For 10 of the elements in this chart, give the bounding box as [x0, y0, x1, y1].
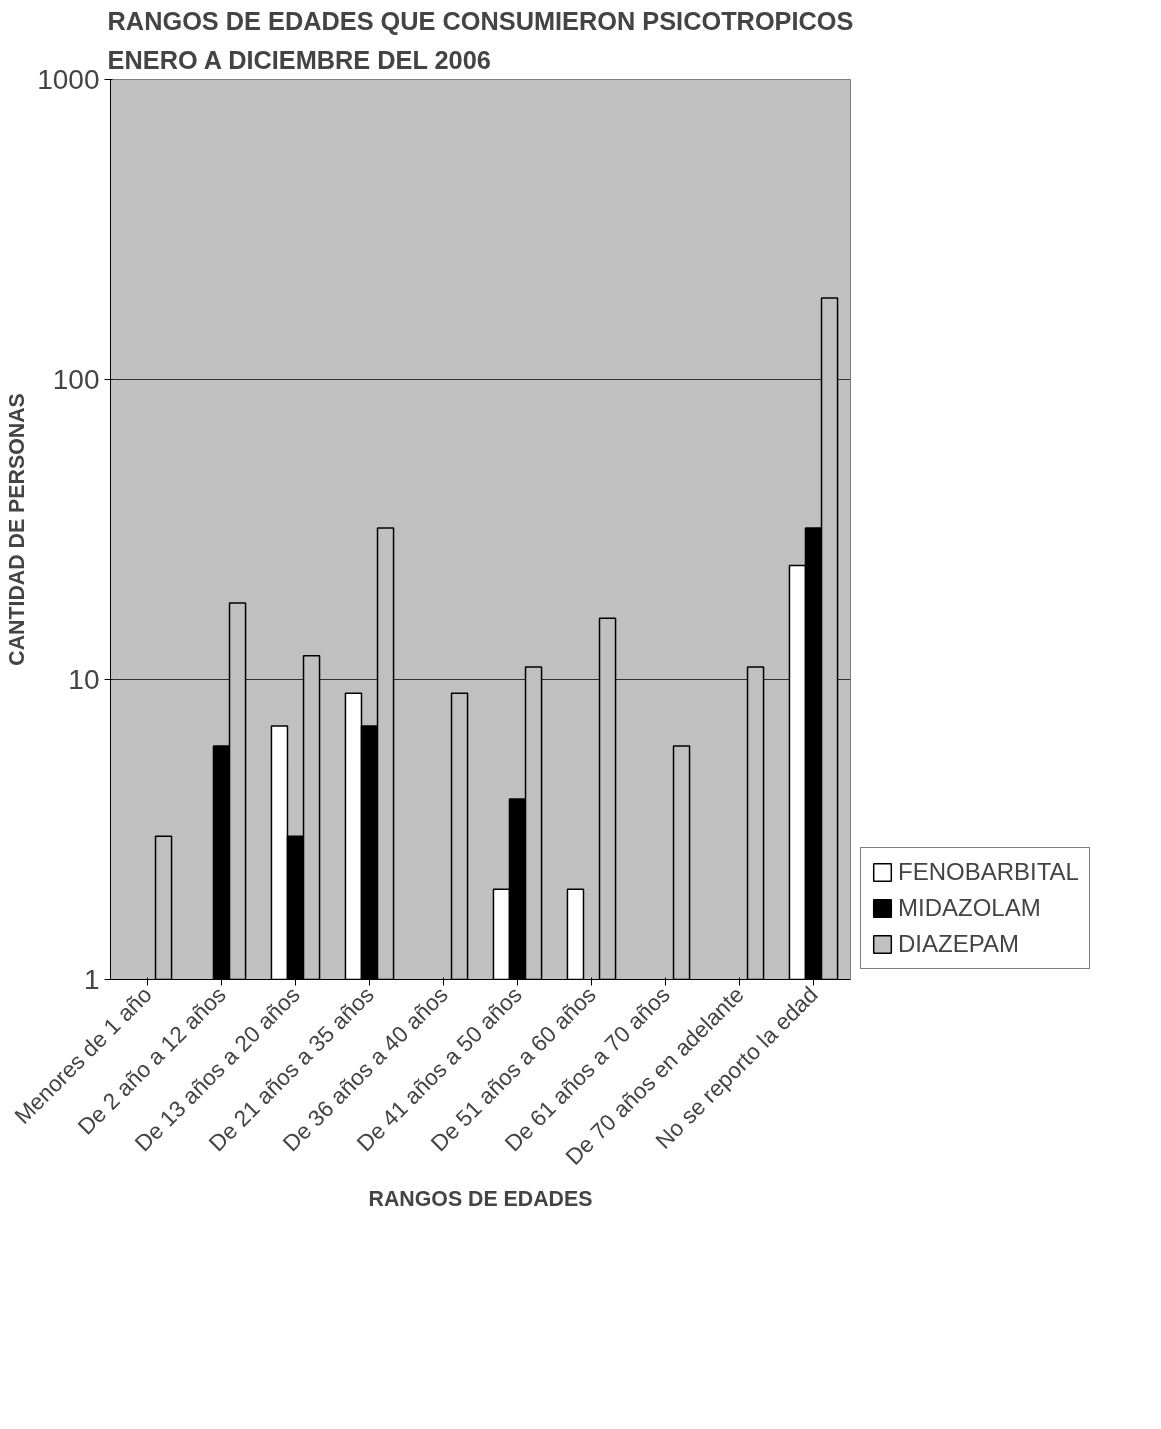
y-tick-label: 100 — [52, 364, 100, 395]
y-tick-label: 1 — [83, 964, 100, 995]
y-tick-label: 10 — [68, 664, 100, 695]
y-tick-label: 1000 — [37, 64, 100, 95]
legend-label: MIDAZOLAM — [898, 894, 1041, 922]
y-axis-title: CANTIDAD DE PERSONAS — [5, 393, 30, 666]
x-axis-title: RANGOS DE EDADES — [368, 1186, 593, 1211]
chart-title: RANGOS DE EDADES QUE CONSUMIERON PSICOTROPICOS ENERO A DICIEMBRE DEL 2006 — [107, 7, 854, 75]
legend-label: FENOBARBITAL — [898, 858, 1079, 886]
legend-label: DIAZEPAM — [898, 930, 1019, 958]
